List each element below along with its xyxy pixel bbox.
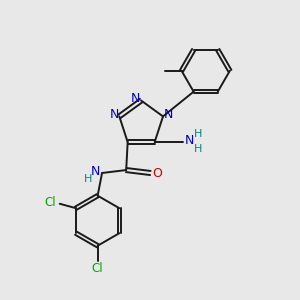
Text: H: H	[194, 144, 202, 154]
Text: N: N	[109, 107, 119, 121]
Text: N: N	[131, 92, 141, 105]
Text: N: N	[164, 108, 173, 122]
Text: H: H	[194, 129, 202, 139]
Text: O: O	[152, 167, 162, 180]
Text: H: H	[84, 175, 92, 184]
Text: Cl: Cl	[44, 196, 56, 209]
Text: Cl: Cl	[92, 262, 103, 275]
Text: N: N	[184, 134, 194, 147]
Text: N: N	[91, 165, 100, 178]
